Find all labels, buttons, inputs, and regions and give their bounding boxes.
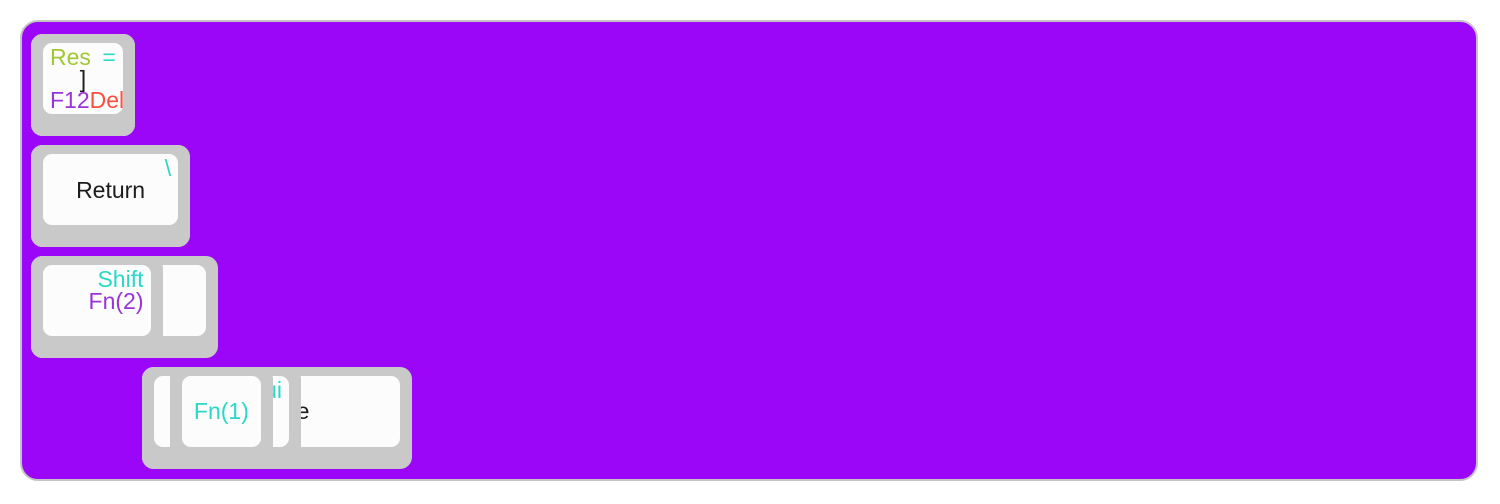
key-return[interactable]: \ Return: [31, 145, 191, 247]
key-fn2[interactable]: Shift Fn(2): [31, 256, 163, 358]
key-label: Return: [76, 177, 146, 203]
key-label: Shift: [97, 266, 144, 292]
key-label: ]: [79, 65, 87, 92]
keyboard-board: Slep~Esc1QF1Stat2WF2Brth3EF3Rain4RF4Swrl…: [20, 20, 1478, 481]
key-label: \: [164, 155, 172, 181]
keycap-top: \ Return: [43, 154, 179, 225]
key-label: Del: [89, 87, 125, 114]
keycap-top: Res =] F12 Del: [43, 43, 125, 114]
keycap-top: Fn(1): [181, 376, 262, 447]
key-label: F12: [50, 87, 90, 114]
key-fn1[interactable]: Fn(1): [169, 367, 274, 469]
keycap-top: Shift Fn(2): [43, 265, 151, 336]
key-label: =: [102, 44, 116, 70]
key-label: Res: [50, 44, 91, 70]
key-label: Fn(2): [88, 288, 144, 314]
key-rbracket[interactable]: Res =] F12 Del: [31, 34, 135, 136]
key-label: Fn(1): [193, 398, 249, 424]
